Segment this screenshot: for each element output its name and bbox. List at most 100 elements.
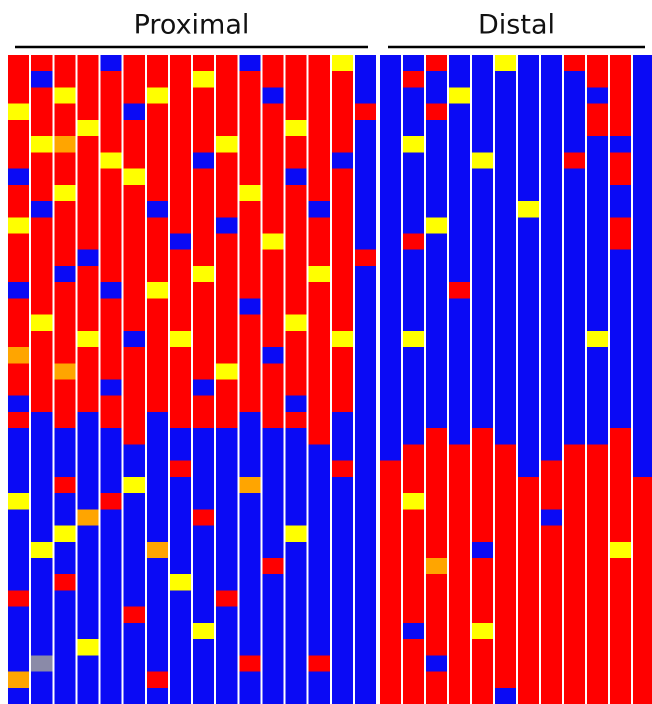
heatmap-cell [541, 314, 562, 332]
heatmap-cell [169, 541, 191, 559]
heatmap-cell [518, 119, 539, 137]
heatmap-cell [123, 444, 145, 462]
heatmap-cell [633, 265, 652, 283]
heatmap-cell [262, 152, 284, 170]
heatmap-cell [354, 687, 376, 704]
heatmap-cell [100, 249, 122, 267]
heatmap-cell [518, 557, 539, 575]
heatmap-cell [380, 460, 401, 478]
heatmap-cell [472, 249, 493, 267]
heatmap-cell [31, 671, 53, 689]
heatmap-cell [8, 347, 30, 364]
heatmap-cell [77, 509, 99, 527]
heatmap-cell [193, 460, 215, 478]
heatmap-cell [518, 428, 539, 445]
heatmap-cell [403, 622, 424, 640]
heatmap-cell [31, 347, 53, 364]
heatmap-cell [285, 136, 307, 153]
heatmap-cell [403, 265, 424, 283]
heatmap-cell [193, 606, 215, 624]
heatmap-cell [123, 87, 145, 105]
heatmap-cell [564, 217, 585, 234]
heatmap-cell [472, 574, 493, 591]
heatmap-cell [216, 55, 238, 72]
heatmap-cell [472, 119, 493, 137]
heatmap-cell [633, 184, 652, 202]
heatmap-cell [518, 493, 539, 510]
heatmap-cell [169, 590, 191, 608]
heatmap-cell [587, 687, 608, 704]
heatmap-cell [426, 363, 447, 380]
heatmap-cell [77, 314, 99, 332]
heatmap-cell [8, 460, 30, 478]
heatmap-cell [610, 590, 631, 608]
heatmap-cell [564, 71, 585, 88]
heatmap-cell [610, 687, 631, 704]
heatmap-cell [426, 314, 447, 332]
heatmap-cell [495, 622, 516, 640]
heatmap-cell [426, 622, 447, 640]
heatmap-cell [518, 201, 539, 218]
heatmap-cell [169, 622, 191, 640]
heatmap-cell [564, 411, 585, 429]
heatmap-cell [239, 639, 261, 656]
heatmap-cell [354, 201, 376, 218]
heatmap-cell [403, 590, 424, 608]
heatmap-cell [285, 395, 307, 413]
heatmap-cell [449, 655, 470, 673]
heatmap-cell [472, 460, 493, 478]
heatmap-cell [633, 574, 652, 591]
heatmap-cell [564, 103, 585, 121]
heatmap-cell [8, 622, 30, 640]
heatmap-cell [100, 152, 122, 170]
heatmap-cell [8, 639, 30, 656]
heatmap-cell [518, 87, 539, 105]
heatmap-cell [262, 687, 284, 704]
heatmap-cell [146, 444, 168, 462]
heatmap-cell [564, 476, 585, 494]
heatmap-cell [216, 103, 238, 121]
heatmap-cell [262, 574, 284, 591]
heatmap-cell [308, 428, 330, 445]
heatmap-cell [123, 590, 145, 608]
heatmap-cell [193, 493, 215, 510]
heatmap-cell [564, 428, 585, 445]
heatmap-cell [449, 103, 470, 121]
heatmap-cell [100, 622, 122, 640]
heatmap-cell [54, 460, 76, 478]
heatmap-cell [239, 687, 261, 704]
heatmap-cell [495, 541, 516, 559]
heatmap-cell [518, 509, 539, 527]
heatmap-cell [541, 428, 562, 445]
heatmap-cell [587, 71, 608, 88]
heatmap-cell [541, 249, 562, 267]
heatmap-cell [331, 168, 353, 186]
group-label: Proximal [134, 10, 250, 41]
heatmap-cell [146, 282, 168, 299]
heatmap-cell [54, 152, 76, 170]
heatmap-cell [169, 395, 191, 413]
heatmap-cell [380, 87, 401, 105]
heatmap-cell [403, 606, 424, 624]
heatmap-cell [426, 201, 447, 218]
heatmap-cell [239, 265, 261, 283]
heatmap-cell [610, 493, 631, 510]
heatmap-cell [169, 428, 191, 445]
heatmap-cell [495, 282, 516, 299]
heatmap-cell [262, 71, 284, 88]
heatmap-cell [541, 87, 562, 105]
heatmap-cell [472, 379, 493, 397]
heatmap-cell [610, 282, 631, 299]
heatmap-cell [193, 103, 215, 121]
heatmap-cell [541, 103, 562, 121]
heatmap-cell [31, 201, 53, 218]
heatmap-cell [100, 395, 122, 413]
heatmap-cell [169, 249, 191, 267]
heatmap-cell [449, 411, 470, 429]
heatmap-cell [472, 493, 493, 510]
heatmap-cell [285, 411, 307, 429]
heatmap-cell [239, 314, 261, 332]
heatmap-cell [380, 136, 401, 153]
heatmap-cell [54, 87, 76, 105]
heatmap-cell [564, 541, 585, 559]
